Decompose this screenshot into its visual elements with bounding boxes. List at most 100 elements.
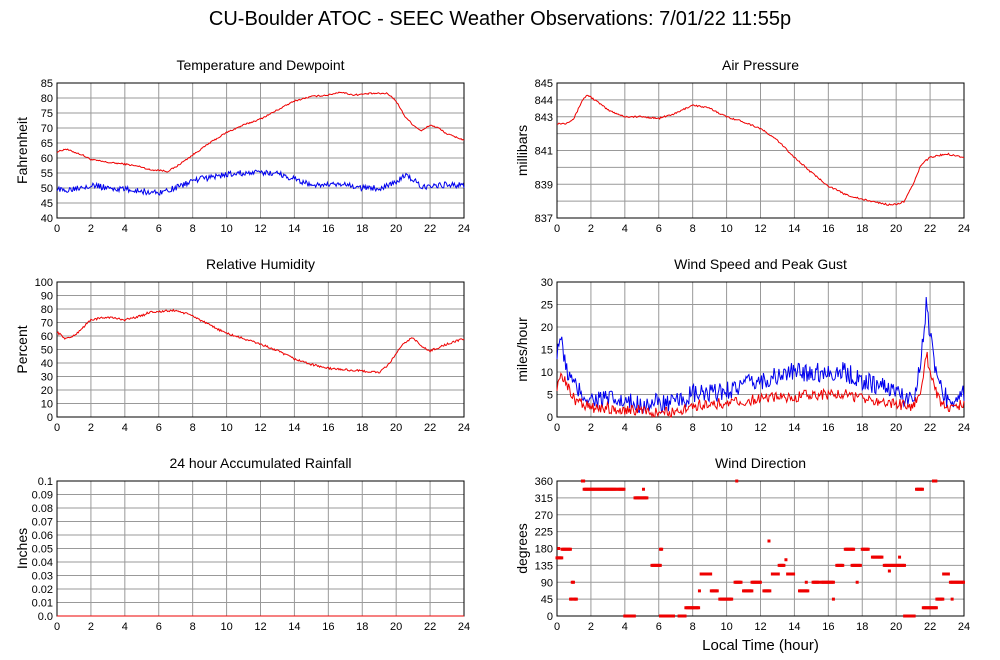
series-line bbox=[556, 351, 965, 419]
direction-point bbox=[961, 580, 965, 584]
x-tick-label: 24 bbox=[958, 621, 970, 633]
plot-frame bbox=[556, 82, 965, 219]
x-tick-label: 0 bbox=[554, 223, 560, 235]
x-tick-label: 12 bbox=[754, 621, 766, 633]
x-tick-label: 18 bbox=[356, 621, 368, 633]
direction-point bbox=[767, 539, 771, 543]
direction-point bbox=[697, 589, 701, 593]
x-tick-label: 0 bbox=[54, 422, 60, 434]
direction-point bbox=[831, 580, 835, 584]
y-tick-label: 0.04 bbox=[32, 557, 53, 569]
x-tick-label: 12 bbox=[754, 422, 766, 434]
x-tick-label: 8 bbox=[690, 223, 696, 235]
x-tick-label: 14 bbox=[288, 422, 300, 434]
direction-point bbox=[912, 614, 916, 618]
x-tick-label: 22 bbox=[924, 223, 936, 235]
x-tick-label: 14 bbox=[788, 223, 800, 235]
direction-point bbox=[831, 597, 835, 601]
direction-point bbox=[622, 487, 626, 491]
y-tick-label: 0.07 bbox=[32, 517, 53, 529]
y-tick-label: 0 bbox=[547, 611, 553, 623]
y-tick-label: 45 bbox=[541, 594, 553, 606]
chart-title: 24 hour Accumulated Rainfall bbox=[169, 455, 351, 471]
direction-point bbox=[866, 547, 870, 551]
direction-point bbox=[950, 597, 954, 601]
x-tick-label: 2 bbox=[88, 621, 94, 633]
x-tick-label: 10 bbox=[720, 422, 732, 434]
y-tick-label: 30 bbox=[541, 277, 553, 289]
x-tick-label: 12 bbox=[254, 422, 266, 434]
direction-point bbox=[568, 547, 572, 551]
y-tick-label: 20 bbox=[41, 385, 53, 397]
y-tick-label: 80 bbox=[41, 93, 53, 105]
direction-point bbox=[641, 487, 645, 491]
direction-point bbox=[715, 589, 719, 593]
direction-point bbox=[697, 606, 701, 610]
y-axis-label: Inches bbox=[14, 528, 30, 569]
y-tick-label: 844 bbox=[535, 95, 553, 107]
y-tick-label: 15 bbox=[541, 345, 553, 357]
y-tick-label: 80 bbox=[41, 304, 53, 316]
x-tick-label: 24 bbox=[458, 223, 470, 235]
y-tick-label: 841 bbox=[535, 146, 553, 158]
y-tick-label: 20 bbox=[541, 322, 553, 334]
x-tick-label: 16 bbox=[822, 422, 834, 434]
direction-point bbox=[941, 597, 945, 601]
direction-point bbox=[776, 572, 780, 576]
x-tick-label: 0 bbox=[54, 621, 60, 633]
y-tick-label: 0.01 bbox=[32, 598, 53, 610]
y-tick-label: 839 bbox=[535, 179, 553, 191]
direction-point bbox=[934, 479, 938, 483]
y-tick-label: 75 bbox=[41, 108, 53, 120]
direction-point bbox=[658, 563, 662, 567]
direction-point bbox=[571, 580, 575, 584]
y-tick-label: 5 bbox=[547, 390, 553, 402]
y-tick-label: 60 bbox=[41, 153, 53, 165]
x-tick-label: 2 bbox=[588, 621, 594, 633]
series-line bbox=[56, 169, 465, 196]
y-tick-label: 10 bbox=[41, 399, 53, 411]
y-tick-label: 40 bbox=[41, 213, 53, 225]
direction-point bbox=[739, 580, 743, 584]
direction-point bbox=[887, 569, 891, 573]
y-axis-label: degrees bbox=[514, 523, 530, 574]
x-tick-label: 18 bbox=[856, 223, 868, 235]
direction-point bbox=[570, 597, 574, 601]
x-tick-label: 22 bbox=[424, 621, 436, 633]
x-tick-label: 18 bbox=[356, 223, 368, 235]
direction-point bbox=[806, 589, 810, 593]
x-tick-label: 20 bbox=[890, 223, 902, 235]
direction-point bbox=[792, 572, 796, 576]
direction-point bbox=[804, 580, 808, 584]
x-tick-label: 24 bbox=[958, 422, 970, 434]
y-tick-label: 180 bbox=[535, 544, 553, 556]
direction-point bbox=[683, 614, 687, 618]
direction-point bbox=[709, 572, 713, 576]
x-tick-label: 12 bbox=[254, 621, 266, 633]
y-tick-label: 0.05 bbox=[32, 544, 53, 556]
y-tick-label: 837 bbox=[535, 213, 553, 225]
y-tick-label: 45 bbox=[41, 198, 53, 210]
direction-point bbox=[582, 479, 586, 483]
y-tick-label: 90 bbox=[541, 577, 553, 589]
x-tick-label: 14 bbox=[788, 621, 800, 633]
plot-frame bbox=[556, 281, 965, 418]
x-tick-label: 6 bbox=[156, 621, 162, 633]
x-tick-label: 24 bbox=[458, 422, 470, 434]
x-tick-label: 16 bbox=[322, 422, 334, 434]
direction-point bbox=[934, 606, 938, 610]
direction-point bbox=[817, 580, 821, 584]
direction-point bbox=[768, 589, 772, 593]
x-tick-label: 4 bbox=[122, 223, 128, 235]
x-tick-label: 4 bbox=[122, 621, 128, 633]
x-tick-label: 14 bbox=[288, 223, 300, 235]
x-tick-label: 8 bbox=[190, 422, 196, 434]
y-tick-label: 0.0 bbox=[38, 611, 53, 623]
x-tick-label: 20 bbox=[890, 621, 902, 633]
x-tick-label: 20 bbox=[390, 422, 402, 434]
x-tick-label: 8 bbox=[690, 621, 696, 633]
series-line bbox=[56, 91, 465, 173]
